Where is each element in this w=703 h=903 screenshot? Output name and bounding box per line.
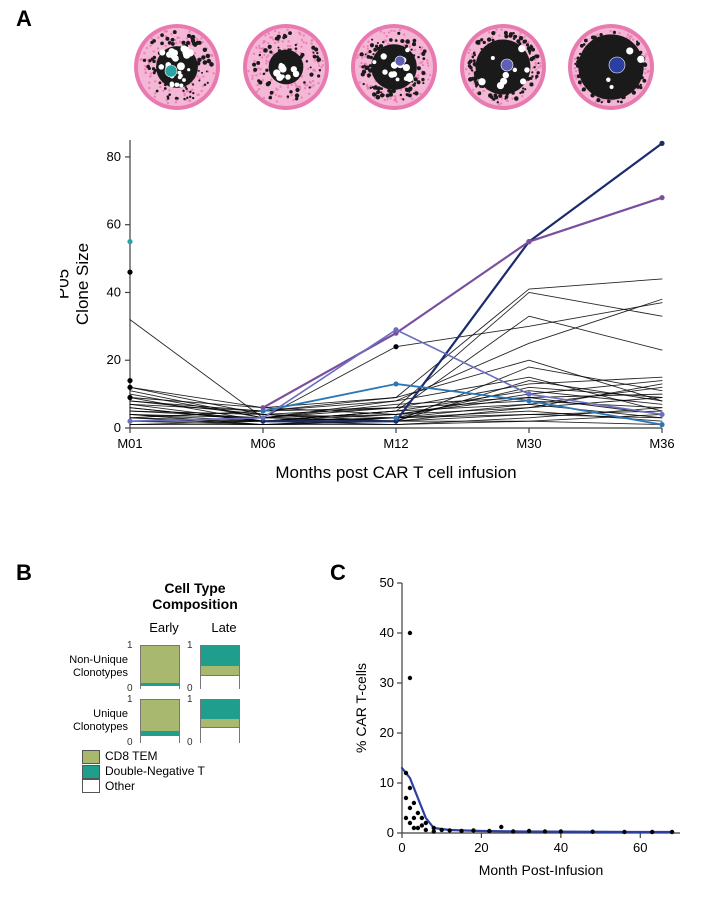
petri-dish xyxy=(134,24,220,110)
panel-label-a: A xyxy=(16,6,32,32)
svg-text:80: 80 xyxy=(107,149,121,164)
svg-text:0: 0 xyxy=(114,420,121,435)
petri-dish xyxy=(568,24,654,110)
stacked-bar: 10 xyxy=(140,645,180,689)
svg-text:Month Post-Infusion: Month Post-Infusion xyxy=(479,862,604,878)
legend-item: Double-Negative T xyxy=(82,764,300,779)
panel-b: Cell Type Composition Early Late Non-Uniqu… xyxy=(50,580,300,793)
svg-text:50: 50 xyxy=(380,575,394,590)
svg-text:60: 60 xyxy=(633,840,647,855)
petri-dish xyxy=(460,24,546,110)
svg-text:0: 0 xyxy=(387,825,394,840)
svg-text:M12: M12 xyxy=(383,436,408,451)
svg-text:40: 40 xyxy=(554,840,568,855)
stacked-bar: 10 xyxy=(140,699,180,743)
panel-label-c: C xyxy=(330,560,346,586)
svg-text:10: 10 xyxy=(380,775,394,790)
svg-text:40: 40 xyxy=(107,284,121,299)
panel-b-col-header: Early xyxy=(140,620,188,635)
svg-text:M06: M06 xyxy=(250,436,275,451)
panel-b-title: Cell Type Composition xyxy=(130,580,260,612)
svg-text:% CAR T-cells: % CAR T-cells xyxy=(353,663,369,753)
svg-text:P05Clone Size: P05Clone Size xyxy=(60,243,92,325)
svg-text:0: 0 xyxy=(398,840,405,855)
svg-text:30: 30 xyxy=(380,675,394,690)
legend-item: CD8 TEM xyxy=(82,749,300,764)
panel-b-col-header: Late xyxy=(200,620,248,635)
figure-root: A B C 0 20 40 60 80 M01 M06 M12 M30 M36 Months pos… xyxy=(0,0,703,903)
panel-b-title-l2: Composition xyxy=(152,596,238,612)
chart-c: 0 10 20 30 40 50 0 20 40 60 Month Post-Infusion % C… xyxy=(350,575,690,885)
panel-b-grid: Early Late Non-UniqueClonotypes 10 10 UniqueC… xyxy=(50,620,300,743)
chart-a: 0 20 40 60 80 M01 M06 M12 M30 M36 Months post CAR … xyxy=(60,130,680,490)
petri-dish xyxy=(351,24,437,110)
panel-b-legend: CD8 TEMDouble-Negative TOther xyxy=(82,749,300,793)
panel-b-row-label: Non-UniqueClonotypes xyxy=(50,654,128,679)
panel-b-row-label: UniqueClonotypes xyxy=(50,708,128,733)
stacked-bar: 10 xyxy=(200,645,240,689)
panel-label-b: B xyxy=(16,560,32,586)
svg-text:20: 20 xyxy=(380,725,394,740)
svg-text:M30: M30 xyxy=(516,436,541,451)
svg-text:M36: M36 xyxy=(649,436,674,451)
svg-text:40: 40 xyxy=(380,625,394,640)
legend-item: Other xyxy=(82,779,300,794)
svg-text:20: 20 xyxy=(474,840,488,855)
petri-dish xyxy=(243,24,329,110)
petri-row xyxy=(134,24,654,110)
svg-text:20: 20 xyxy=(107,352,121,367)
panel-b-title-l1: Cell Type xyxy=(164,580,225,596)
svg-text:M01: M01 xyxy=(117,436,142,451)
svg-text:Months post CAR T cell infusi: Months post CAR T cell infusion xyxy=(275,463,516,482)
svg-text:60: 60 xyxy=(107,217,121,232)
stacked-bar: 10 xyxy=(200,699,240,743)
